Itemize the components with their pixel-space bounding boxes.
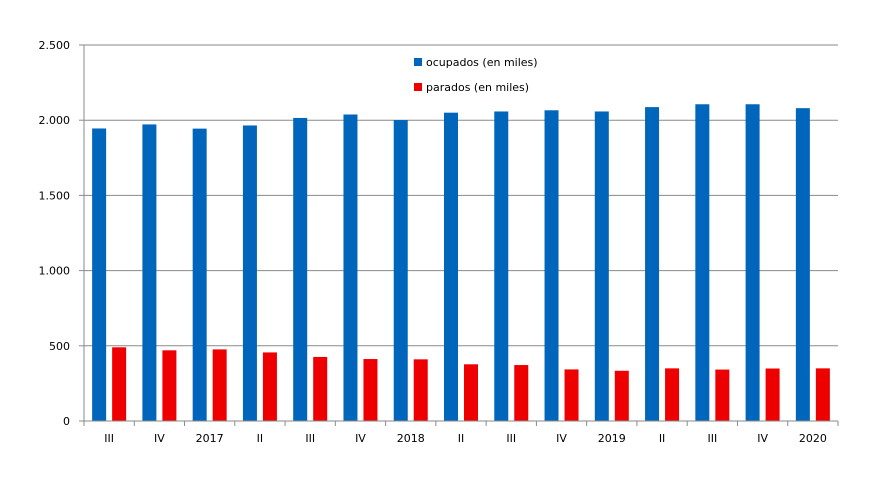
x-tick-label: III — [104, 432, 114, 445]
x-tick-label: III — [305, 432, 315, 445]
legend-label-ocupados: ocupados (en miles) — [426, 56, 538, 69]
legend-swatch-parados — [414, 83, 422, 91]
bar-ocupados — [192, 128, 207, 421]
y-tick-label: 2.000 — [39, 114, 71, 127]
legend: ocupados (en miles) parados (en miles) — [414, 56, 538, 94]
y-tick-label: 1.500 — [39, 189, 71, 202]
x-tick-label: IV — [556, 432, 567, 445]
bar-parados — [112, 347, 127, 421]
bar-ocupados — [444, 112, 458, 422]
bar-ocupados — [242, 125, 257, 422]
x-tick-label: 2017 — [196, 432, 224, 445]
x-tick-label: III — [707, 432, 717, 445]
bar-parados — [313, 356, 328, 421]
x-tick-label: II — [659, 432, 666, 445]
y-tick-label: 2.500 — [39, 39, 71, 52]
bar-parados — [363, 359, 378, 421]
bar-parados — [514, 365, 529, 421]
bar-parados — [212, 349, 227, 421]
bar-ocupados — [393, 120, 408, 422]
bar-parados — [765, 368, 780, 421]
y-tick-label: 0 — [63, 415, 70, 428]
x-tick-label: 2018 — [397, 432, 425, 445]
x-tick-label: IV — [154, 432, 165, 445]
bar-ocupados — [544, 110, 559, 422]
bar-parados — [162, 350, 177, 421]
bar-ocupados — [645, 107, 660, 421]
bar-parados — [413, 359, 428, 421]
x-tick-label: 2020 — [799, 432, 827, 445]
bar-parados — [464, 364, 478, 421]
bar-ocupados — [745, 104, 760, 421]
bar-parados — [564, 369, 579, 421]
bar-ocupados — [142, 124, 157, 422]
grid-lines — [84, 44, 838, 347]
bar-parados — [614, 370, 629, 421]
bar-ocupados — [795, 108, 810, 421]
x-tick-label: IV — [757, 432, 768, 445]
x-tick-label: 2019 — [598, 432, 626, 445]
bar-parados — [665, 368, 680, 421]
legend-label-parados: parados (en miles) — [426, 81, 529, 94]
bar-parados — [815, 368, 830, 421]
x-tick-label: III — [506, 432, 516, 445]
bar-parados — [715, 369, 730, 421]
x-tick-label: II — [257, 432, 264, 445]
bar-ocupados — [695, 104, 710, 421]
legend-swatch-ocupados — [414, 58, 422, 66]
bar-ocupados — [594, 111, 609, 421]
bar-ocupados — [343, 114, 358, 421]
bar-ocupados — [494, 111, 509, 421]
x-tick-label: IV — [355, 432, 366, 445]
y-tick-label: 1.000 — [39, 265, 71, 278]
y-tick-label: 500 — [49, 340, 70, 353]
bar-ocupados — [293, 117, 308, 421]
bars — [92, 104, 830, 422]
bar-parados — [262, 352, 277, 421]
x-tick-label: II — [458, 432, 465, 445]
bar-ocupados — [92, 128, 107, 422]
